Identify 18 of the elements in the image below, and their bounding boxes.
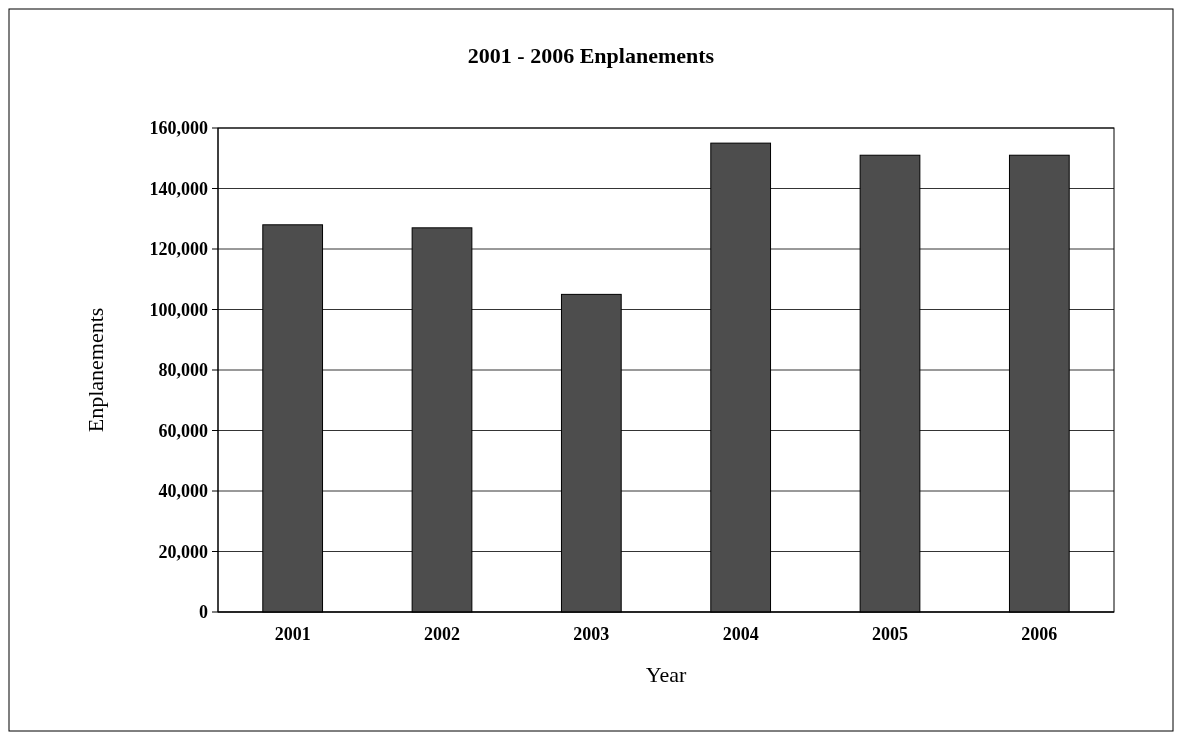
y-tick-label: 80,000 (158, 360, 208, 381)
y-tick-label: 20,000 (158, 541, 208, 562)
y-tick-label: 160,000 (149, 118, 208, 139)
y-tick-label: 0 (199, 602, 208, 623)
x-tick-label: 2001 (274, 624, 311, 644)
y-tick-label: 40,000 (158, 481, 208, 502)
y-tick-label: 60,000 (158, 420, 208, 441)
y-tick-label: 100,000 (149, 299, 208, 320)
x-tick-label: 2004 (722, 624, 759, 644)
chart-title: 2001 - 2006 Enplanements (467, 43, 715, 68)
x-tick-label: 2002 (424, 624, 460, 644)
x-tick-label: 2003 (573, 624, 610, 644)
x-axis-title: Year (645, 662, 687, 687)
y-tick-label: 120,000 (149, 239, 208, 260)
y-tick-label: 140,000 (149, 178, 208, 199)
y-axis-title: Enplanements (83, 307, 108, 433)
x-tick-label: 2005 (872, 624, 908, 644)
x-tick-label: 2006 (1021, 624, 1058, 644)
